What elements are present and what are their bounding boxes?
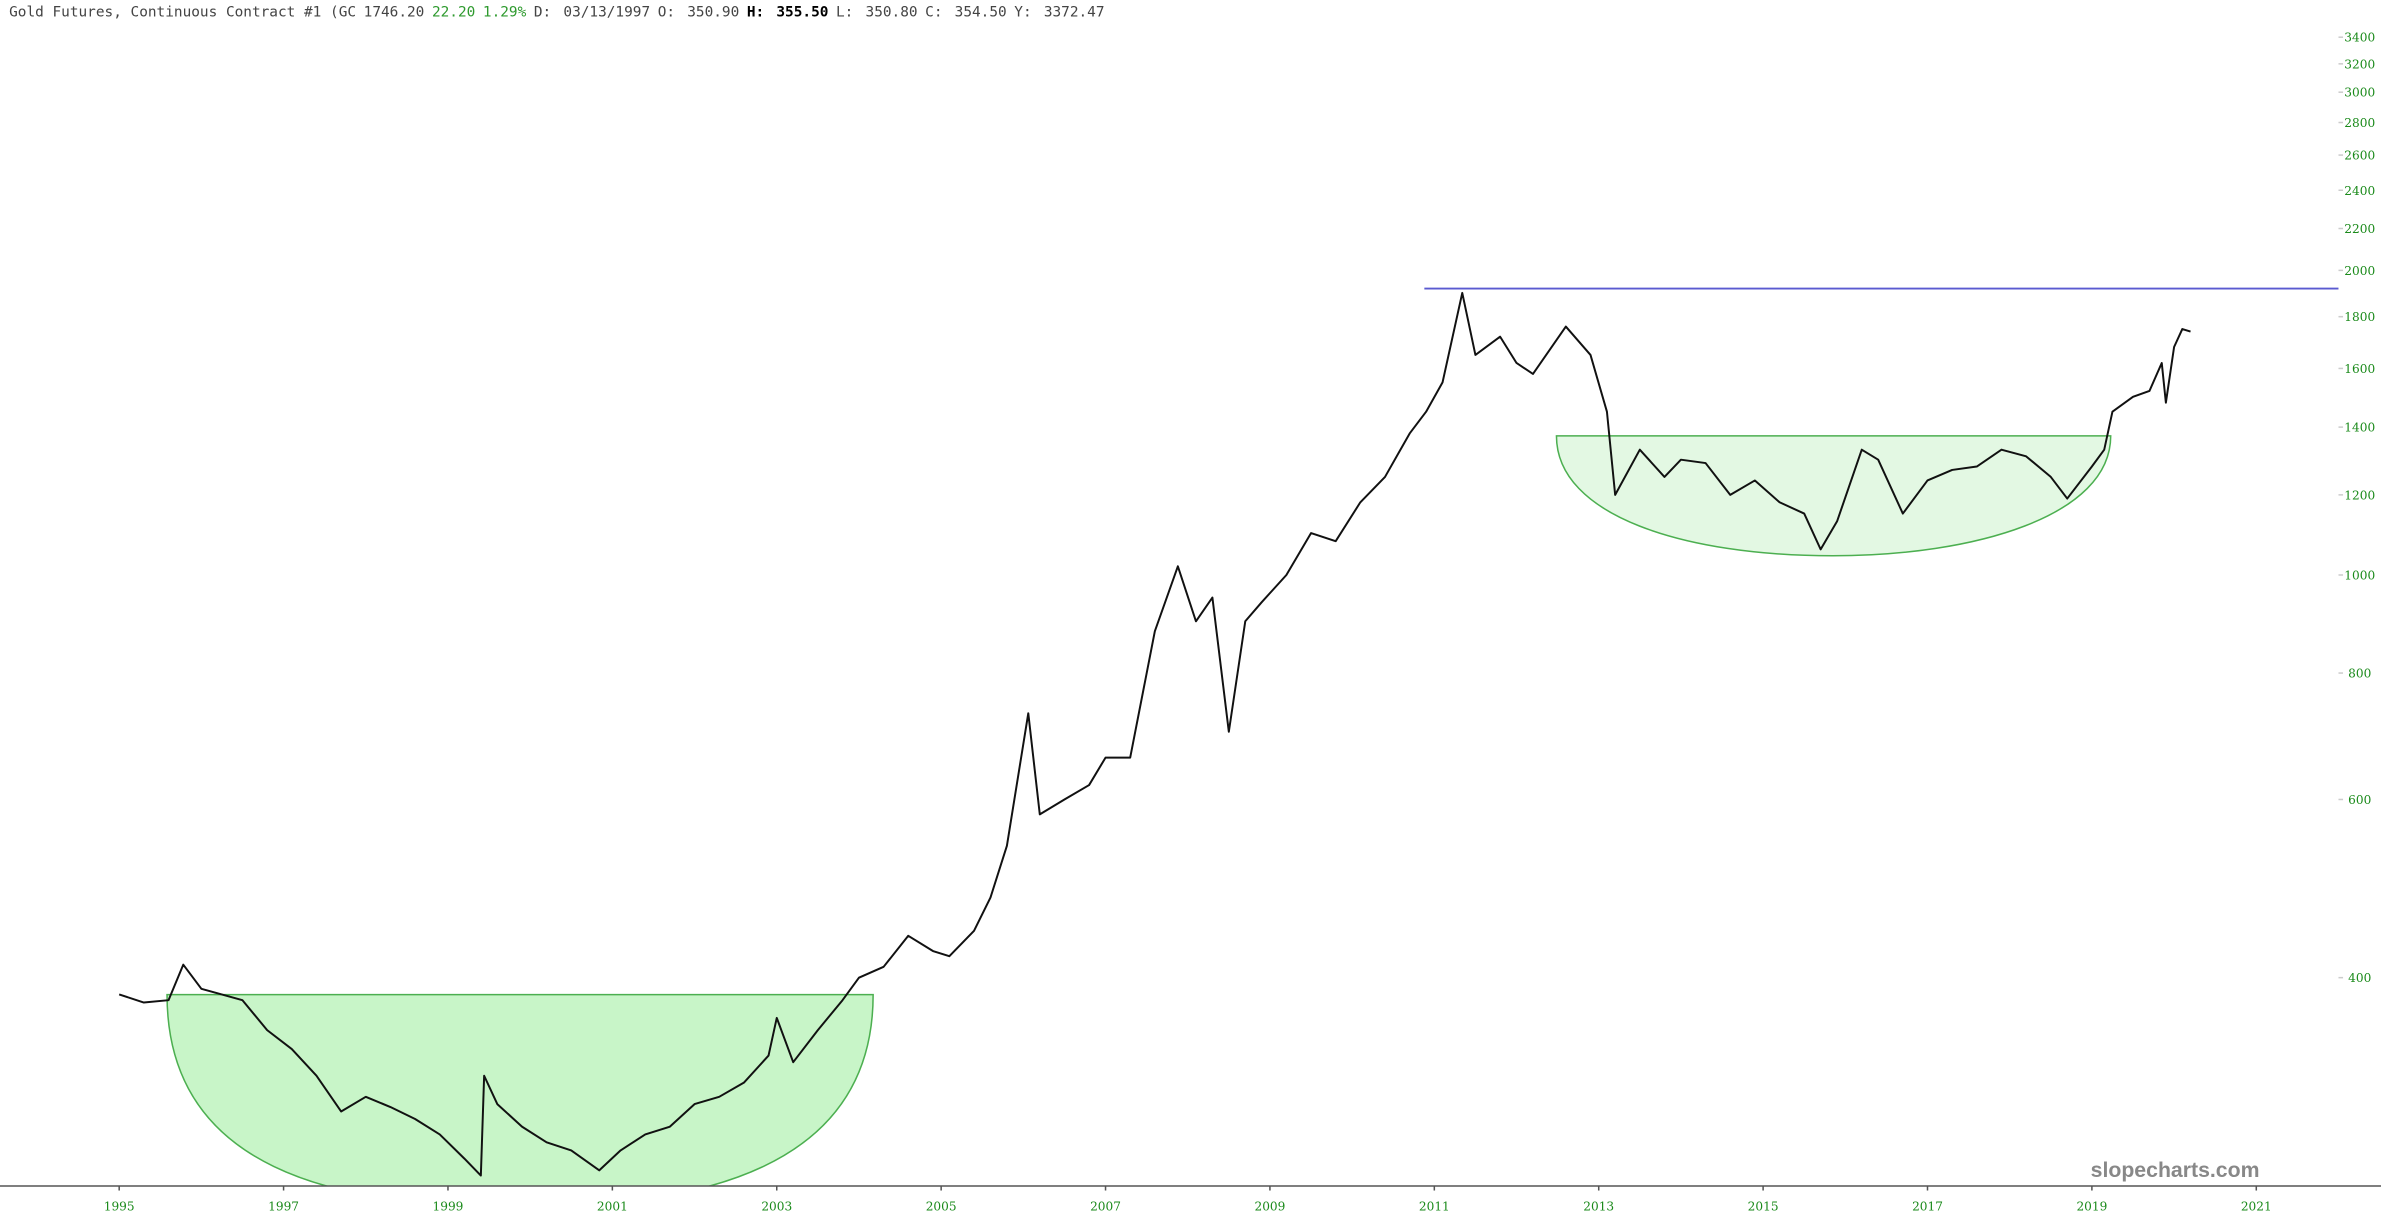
y-tick-label: 1200	[2344, 488, 2375, 502]
y-tick-label: 800	[2348, 667, 2371, 681]
last-price: 1746.20	[364, 5, 425, 21]
ohlc-value: 350.90	[687, 5, 739, 21]
y-tick-label: 2800	[2344, 116, 2375, 130]
ohlc-label: Y:	[1014, 5, 1031, 21]
y-tick-label: 3000	[2344, 86, 2375, 100]
cup-pattern	[1555, 435, 2112, 557]
price-line	[118, 291, 2191, 1177]
y-tick-label: 2400	[2344, 184, 2375, 198]
y-tick-label: 2600	[2344, 149, 2375, 163]
y-tick-label: 3400	[2344, 31, 2375, 45]
y-tick-label: 1600	[2344, 362, 2375, 376]
ohlc-label: D:	[534, 5, 551, 21]
x-tick-label: 2009	[1255, 1199, 1286, 1213]
x-tick-label: 2015	[1748, 1199, 1779, 1213]
x-tick-label: 2007	[1090, 1199, 1121, 1213]
x-tick-label: 1995	[104, 1199, 135, 1213]
y-tick-label: 600	[2348, 793, 2371, 807]
ohlc-value: 355.50	[776, 5, 828, 21]
title: Gold Futures, Continuous Contract #1 (GC	[9, 5, 356, 21]
change: 22.20	[432, 5, 475, 21]
annotations	[166, 287, 2339, 1186]
x-tick-label: 2013	[1583, 1199, 1614, 1213]
ohlc-label: H:	[747, 5, 764, 21]
cup-pattern	[166, 993, 874, 1186]
ohlc-value: 354.50	[955, 5, 1007, 21]
x-tick-label: 2003	[761, 1199, 792, 1213]
x-tick-label: 2011	[1419, 1199, 1450, 1213]
ohlc-label: O:	[658, 5, 675, 21]
x-tick-label: 2017	[1912, 1199, 1943, 1213]
y-tick-label: 1800	[2344, 310, 2375, 324]
change-pct: 1.29%	[483, 5, 527, 21]
x-tick-label: 1997	[268, 1199, 299, 1213]
y-tick-label: 2200	[2344, 222, 2375, 236]
y-tick-label: 400	[2348, 971, 2371, 985]
plot	[118, 291, 2191, 1177]
ohlc-value: 3372.47	[1044, 5, 1105, 21]
y-tick-label: 1000	[2344, 569, 2375, 583]
ohlc-label: L:	[836, 5, 853, 21]
x-tick-label: 2019	[2076, 1199, 2107, 1213]
ohlc-value: 350.80	[866, 5, 918, 21]
y-tick-label: 1400	[2344, 421, 2375, 435]
x-tick-label: 2005	[926, 1199, 957, 1213]
x-tick-label: 1999	[433, 1199, 464, 1213]
watermark: slopecharts.com	[2091, 1158, 2260, 1182]
header: Gold Futures, Continuous Contract #1 (GC…	[9, 5, 1104, 21]
x-tick-label: 2001	[597, 1199, 628, 1213]
y-tick-label: 3200	[2344, 57, 2375, 71]
x-tick-label: 2021	[2241, 1199, 2272, 1213]
ohlc-label: C:	[925, 5, 942, 21]
y-tick-label: 2000	[2344, 264, 2375, 278]
ohlc-value: 03/13/1997	[563, 5, 650, 21]
